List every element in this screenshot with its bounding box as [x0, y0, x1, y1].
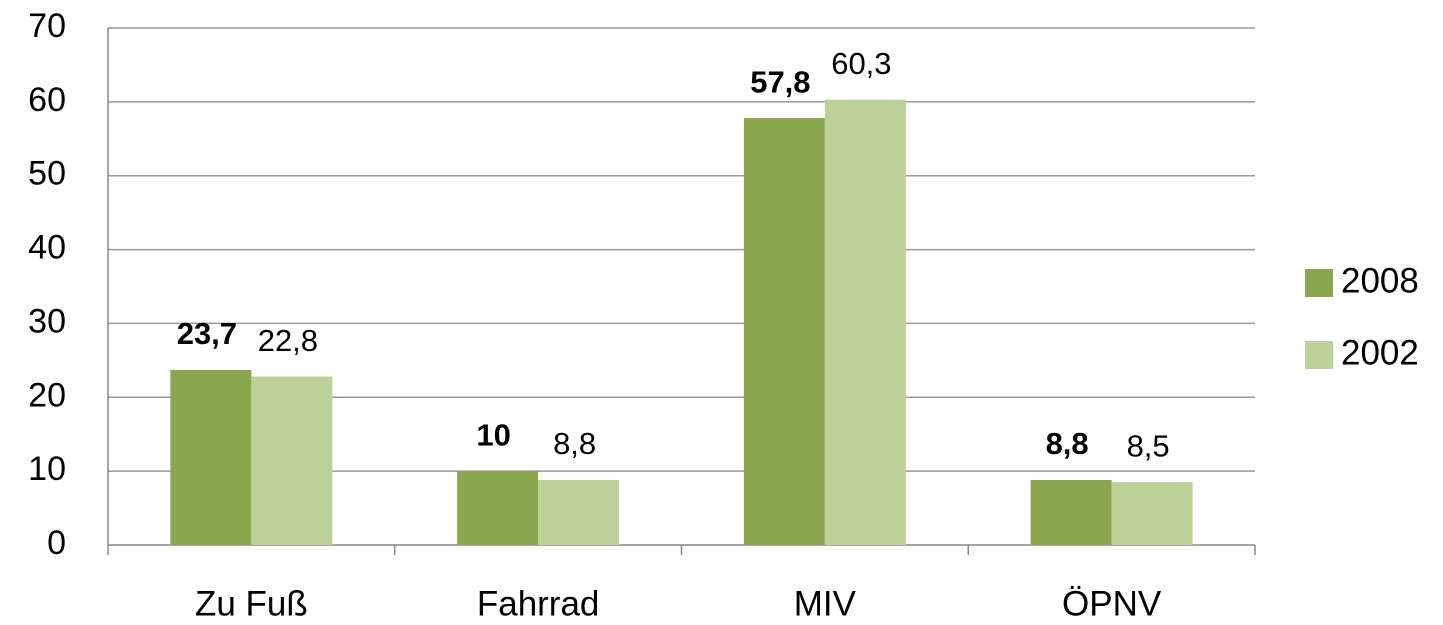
value-label: 22,8 [258, 323, 318, 358]
value-label: 10 [476, 417, 510, 452]
legend-label: 2008 [1341, 261, 1419, 300]
y-tick-label: 60 [28, 81, 66, 119]
value-label: 57,8 [750, 64, 810, 99]
y-tick-label: 0 [47, 524, 66, 562]
bar [743, 118, 825, 545]
y-tick-label: 50 [28, 155, 66, 193]
value-label: 8,8 [553, 426, 596, 461]
legend-label: 2002 [1341, 333, 1419, 372]
y-tick-label: 20 [28, 376, 66, 414]
value-label: 8,8 [1046, 426, 1089, 461]
y-tick-label: 70 [28, 7, 66, 45]
bar [251, 376, 333, 545]
x-tick-label: ÖPNV [1062, 584, 1162, 623]
value-label: 23,7 [177, 316, 237, 351]
bar [170, 369, 252, 545]
bar [824, 99, 906, 546]
y-tick-label: 30 [28, 302, 66, 340]
value-label: 60,3 [831, 46, 891, 81]
y-tick-label: 40 [28, 229, 66, 267]
y-tick-label: 10 [28, 450, 66, 488]
legend-swatch [1305, 341, 1333, 369]
bar [538, 480, 620, 545]
bar [1111, 482, 1193, 545]
bar [1030, 480, 1112, 545]
value-label: 8,5 [1127, 428, 1170, 463]
x-tick-label: Fahrrad [477, 584, 600, 623]
x-tick-label: Zu Fuß [195, 584, 308, 623]
x-tick-label: MIV [794, 584, 857, 623]
bar [457, 471, 539, 545]
legend-swatch [1305, 269, 1333, 297]
